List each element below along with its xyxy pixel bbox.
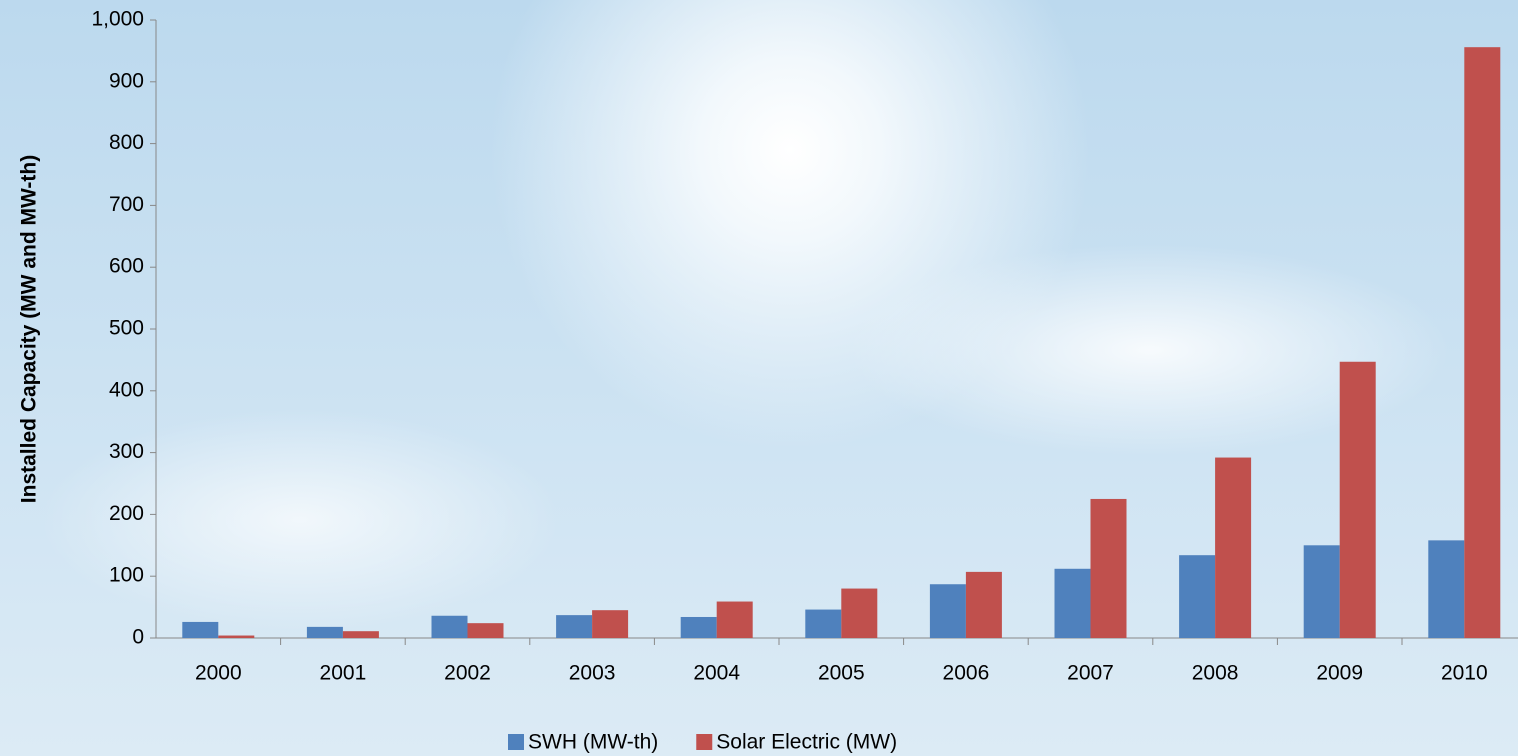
x-tick-label: 2001	[320, 662, 367, 685]
x-tick-label: 2004	[693, 662, 740, 685]
y-tick-label: 400	[109, 378, 144, 401]
bar	[1340, 362, 1376, 638]
bar	[1304, 545, 1340, 638]
bar	[343, 631, 379, 638]
legend-swatch	[696, 734, 712, 750]
bar	[307, 627, 343, 638]
bar	[432, 616, 468, 638]
x-tick-label: 2003	[569, 662, 616, 685]
bar	[1179, 555, 1215, 638]
bar	[1464, 47, 1500, 638]
y-tick-label: 700	[109, 193, 144, 216]
legend-swatch	[508, 734, 524, 750]
page: Installed Capacity (MW and MW-th) 0 100 20…	[0, 0, 1518, 756]
bar	[1091, 499, 1127, 638]
y-tick-label: 100	[109, 564, 144, 587]
bar	[1428, 540, 1464, 638]
bar	[717, 602, 753, 638]
x-tick-label: 2000	[195, 662, 242, 685]
y-tick-label: 0	[132, 626, 144, 649]
x-tick-label: 2005	[818, 662, 865, 685]
legend-label: Solar Electric (MW)	[716, 731, 897, 754]
bar	[681, 617, 717, 638]
bar	[182, 622, 218, 638]
x-tick-label: 2006	[943, 662, 990, 685]
bar	[805, 610, 841, 638]
y-tick-label: 600	[109, 255, 144, 278]
x-tick-label: 2010	[1441, 662, 1488, 685]
bar	[841, 589, 877, 638]
chart: Installed Capacity (MW and MW-th) 0 100 20…	[0, 0, 1518, 756]
y-tick-label: 1,000	[91, 8, 144, 31]
y-tick-label: 500	[109, 317, 144, 340]
y-tick-label: 900	[109, 69, 144, 92]
x-tick-label: 2007	[1067, 662, 1114, 685]
bar	[592, 610, 628, 638]
y-tick-label: 200	[109, 502, 144, 525]
bar	[966, 572, 1002, 638]
y-tick-label: 300	[109, 440, 144, 463]
bar	[556, 615, 592, 638]
y-axis-title: Installed Capacity (MW and MW-th)	[18, 155, 41, 503]
bar	[1215, 458, 1251, 638]
x-tick-label: 2009	[1316, 662, 1363, 685]
bar	[930, 584, 966, 638]
bar	[1055, 569, 1091, 638]
y-tick-label: 800	[109, 131, 144, 154]
x-tick-label: 2008	[1192, 662, 1239, 685]
legend-label: SWH (MW-th)	[528, 731, 658, 754]
bar	[218, 636, 254, 638]
x-tick-label: 2002	[444, 662, 491, 685]
bar	[468, 623, 504, 638]
